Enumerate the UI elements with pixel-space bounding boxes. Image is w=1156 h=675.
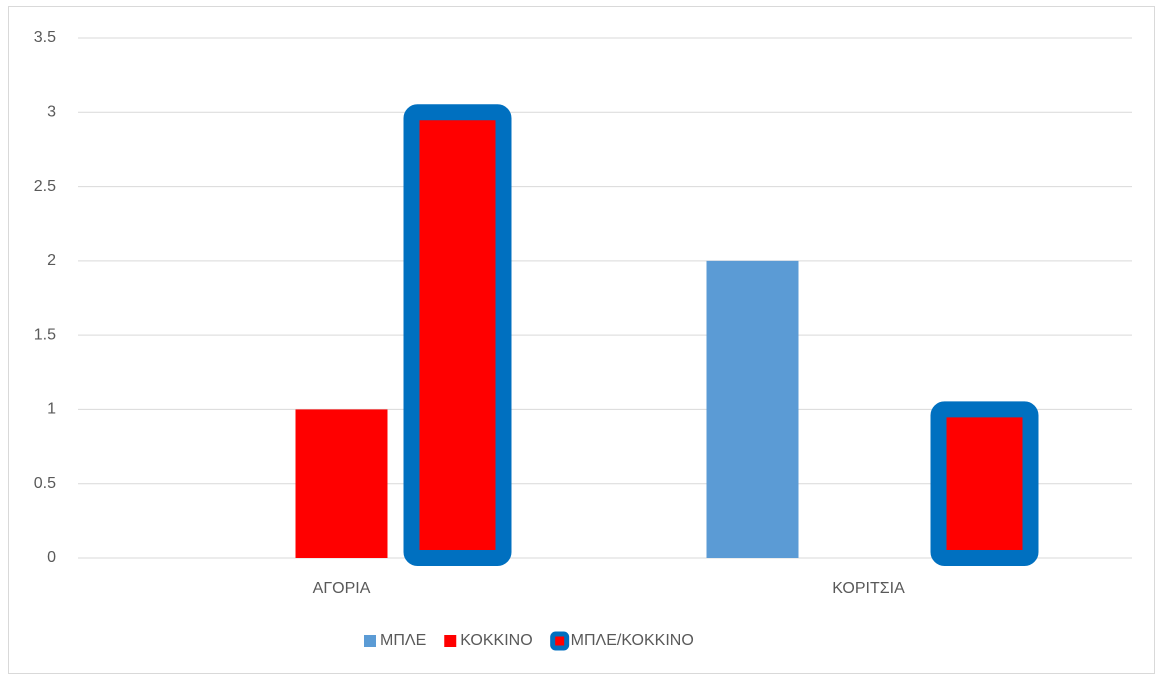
bar <box>403 104 512 567</box>
y-tick-label: 2 <box>47 252 56 269</box>
legend-swatch <box>444 635 457 647</box>
bar <box>295 409 388 558</box>
y-tick-label: 0.5 <box>34 475 56 492</box>
legend-label: ΜΠΛΕ <box>380 632 426 649</box>
x-tick-label: ΑΓΟΡΙΑ <box>313 580 371 597</box>
legend-label: ΚΟΚΚΙΝΟ <box>460 632 532 649</box>
y-tick-label: 2.5 <box>34 178 56 195</box>
chart-frame <box>8 6 1155 674</box>
y-tick-label: 1.5 <box>34 326 56 343</box>
y-tick-label: 1 <box>47 401 56 418</box>
y-tick-label: 3 <box>47 104 56 121</box>
legend-label: ΜΠΛΕ/ΚΟΚΚΙΝΟ <box>571 632 694 649</box>
x-tick-label: ΚΟΡΙΤΣΙΑ <box>832 580 905 597</box>
legend-swatch <box>364 635 376 647</box>
y-tick-label: 3.5 <box>34 29 56 46</box>
y-tick-label: 0 <box>47 549 56 566</box>
bar <box>930 401 1039 566</box>
bar <box>706 260 799 558</box>
legend-swatch <box>550 631 570 651</box>
